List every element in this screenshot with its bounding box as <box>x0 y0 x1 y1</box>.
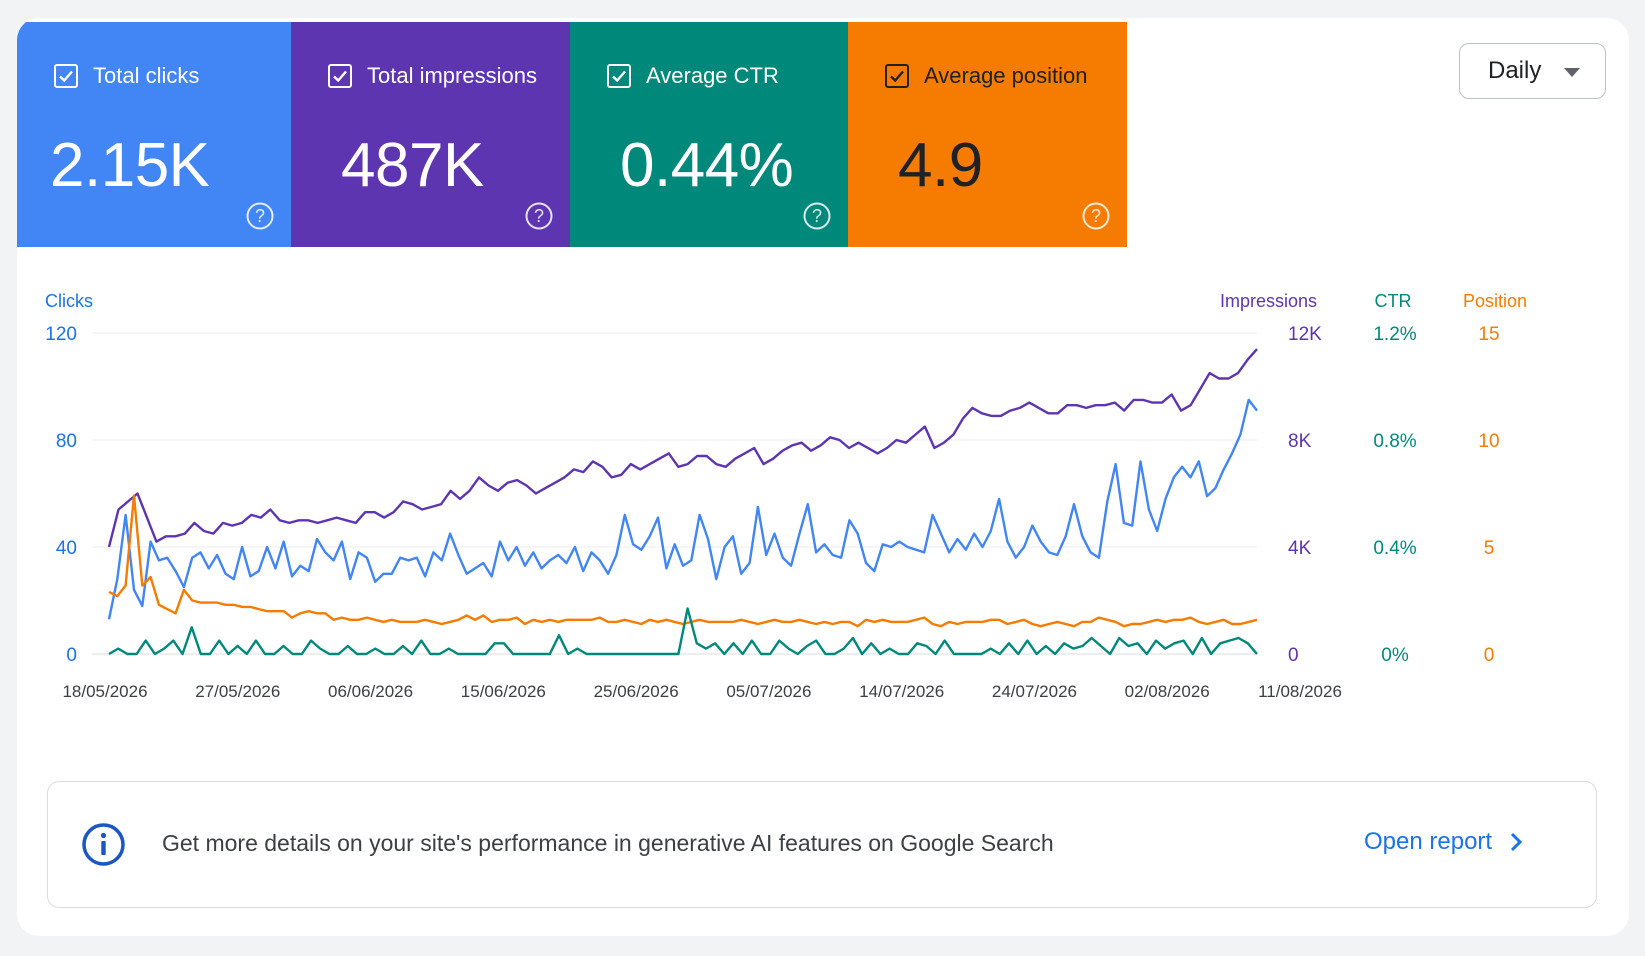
y-tick-ctr: 0% <box>1381 645 1409 666</box>
performance-chart: Clicks Impressions CTR Position 120 80 40 0 12K 8… <box>45 291 1527 701</box>
x-tick-label: 25/06/2026 <box>594 682 679 701</box>
metric-value: 0.44% <box>620 131 794 200</box>
x-tick-label: 06/06/2026 <box>328 682 413 701</box>
checkbox-checked-icon[interactable] <box>885 64 909 88</box>
y-tick-impressions: 0 <box>1288 645 1299 666</box>
metric-header: Average position <box>885 63 1088 89</box>
metric-value: 487K <box>341 131 484 200</box>
axis-title-ctr: CTR <box>1375 291 1412 311</box>
series-line-position <box>108 494 1258 628</box>
axis-title-clicks: Clicks <box>45 291 93 311</box>
x-tick-label: 05/07/2026 <box>726 682 811 701</box>
x-tick-label: 15/06/2026 <box>461 682 546 701</box>
metric-tile-ctr[interactable]: Average CTR 0.44% ? <box>570 22 848 247</box>
y-tick-impressions: 12K <box>1288 324 1322 345</box>
y-tick-ctr: 0.8% <box>1373 431 1416 452</box>
help-icon[interactable]: ? <box>524 201 554 231</box>
performance-card: Total clicks 2.15K ? Total impressions 4… <box>17 18 1629 936</box>
metric-label: Total clicks <box>93 63 200 88</box>
y-tick-impressions: 8K <box>1288 431 1312 452</box>
x-tick-label: 11/08/2026 <box>1258 682 1342 701</box>
y-tick-impressions: 4K <box>1288 538 1312 559</box>
help-icon[interactable]: ? <box>802 201 832 231</box>
open-report-label: Open report <box>1364 828 1493 855</box>
y-tick-position: 5 <box>1484 538 1495 559</box>
svg-text:?: ? <box>255 206 265 226</box>
x-tick-label: 18/05/2026 <box>62 682 147 701</box>
axis-title-impressions: Impressions <box>1220 291 1317 311</box>
metric-header: Total clicks <box>54 63 199 89</box>
period-dropdown-value: Daily <box>1488 57 1542 84</box>
y-tick-clicks: 0 <box>66 645 77 666</box>
metric-tile-position[interactable]: Average position 4.9 ? <box>848 22 1127 247</box>
banner-text: Get more details on your site's performa… <box>162 830 1054 856</box>
metric-label: Total impressions <box>367 63 537 88</box>
y-tick-position: 10 <box>1478 431 1499 452</box>
period-dropdown[interactable]: Daily <box>1459 43 1606 99</box>
checkbox-checked-icon[interactable] <box>328 64 352 88</box>
metric-value: 4.9 <box>898 131 983 200</box>
checkbox-checked-icon[interactable] <box>607 64 631 88</box>
y-tick-clicks: 120 <box>45 324 77 345</box>
info-icon <box>82 823 125 866</box>
metric-label: Average position <box>924 63 1088 88</box>
ai-features-banner: Get more details on your site's performa… <box>47 781 1597 908</box>
y-tick-position: 0 <box>1484 645 1495 666</box>
y-tick-ctr: 0.4% <box>1373 538 1416 559</box>
axis-title-position: Position <box>1463 291 1527 311</box>
metric-tiles: Total clicks 2.15K ? Total impressions 4… <box>17 22 1127 247</box>
metric-header: Average CTR <box>607 63 779 89</box>
series-line-ctr <box>108 607 1258 656</box>
svg-text:?: ? <box>534 206 544 226</box>
x-tick-label: 14/07/2026 <box>859 682 944 701</box>
y-tick-ctr: 1.2% <box>1373 324 1416 345</box>
x-tick-label: 02/08/2026 <box>1125 682 1210 701</box>
caret-down-icon <box>1564 68 1580 77</box>
svg-text:?: ? <box>812 206 822 226</box>
y-tick-clicks: 80 <box>56 431 77 452</box>
checkbox-checked-icon[interactable] <box>54 64 78 88</box>
y-tick-position: 15 <box>1478 324 1499 345</box>
metric-header: Total impressions <box>328 63 537 89</box>
x-tick-label: 27/05/2026 <box>195 682 280 701</box>
y-tick-clicks: 40 <box>56 538 77 559</box>
chevron-right-icon <box>1511 832 1523 852</box>
help-icon[interactable]: ? <box>245 201 275 231</box>
series-line-clicks <box>107 398 1258 620</box>
metric-value: 2.15K <box>50 131 210 200</box>
series-line-impressions <box>107 348 1258 548</box>
metric-label: Average CTR <box>646 63 779 88</box>
metric-tile-impressions[interactable]: Total impressions 487K ? <box>291 22 570 247</box>
x-tick-label: 24/07/2026 <box>992 682 1077 701</box>
help-icon[interactable]: ? <box>1081 201 1111 231</box>
metric-tile-clicks[interactable]: Total clicks 2.15K ? <box>17 22 291 247</box>
svg-text:?: ? <box>1091 206 1101 226</box>
open-report-link[interactable]: Open report <box>1364 828 1524 856</box>
